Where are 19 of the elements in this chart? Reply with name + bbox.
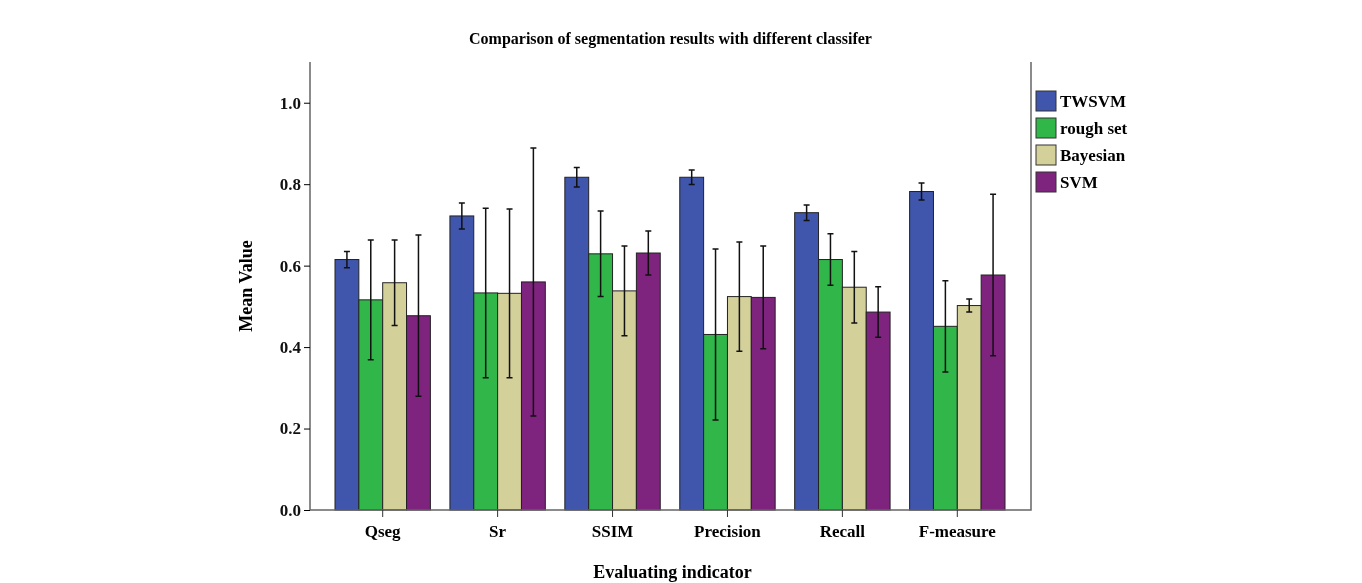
x-tick-label: Sr (489, 522, 507, 541)
chart-title: Comparison of segmentation results with different classifer (469, 30, 872, 48)
y-axis-title: Mean Value (236, 240, 256, 332)
y-tick-label: 1.0 (279, 93, 301, 113)
x-tick-label: SSIM (591, 522, 634, 541)
y-tick-label: 0.4 (279, 338, 302, 358)
legend-label: SVM (1060, 173, 1098, 192)
y-tick-label: 0.0 (279, 500, 301, 520)
x-tick-label: Recall (819, 522, 866, 541)
legend-label: rough set (1060, 119, 1128, 138)
x-axis-title: Evaluating indicator (593, 562, 752, 582)
x-tick-label: Precision (694, 522, 762, 541)
y-tick-label: 0.2 (279, 419, 301, 439)
x-tick-label: Qseg (364, 522, 402, 541)
legend-label: TWSVM (1060, 92, 1127, 111)
legend-label: Bayesian (1060, 146, 1126, 165)
y-tick-label: 0.6 (279, 256, 301, 276)
x-tick-label: F-measure (918, 522, 997, 541)
y-tick-label: 0.8 (279, 175, 301, 195)
